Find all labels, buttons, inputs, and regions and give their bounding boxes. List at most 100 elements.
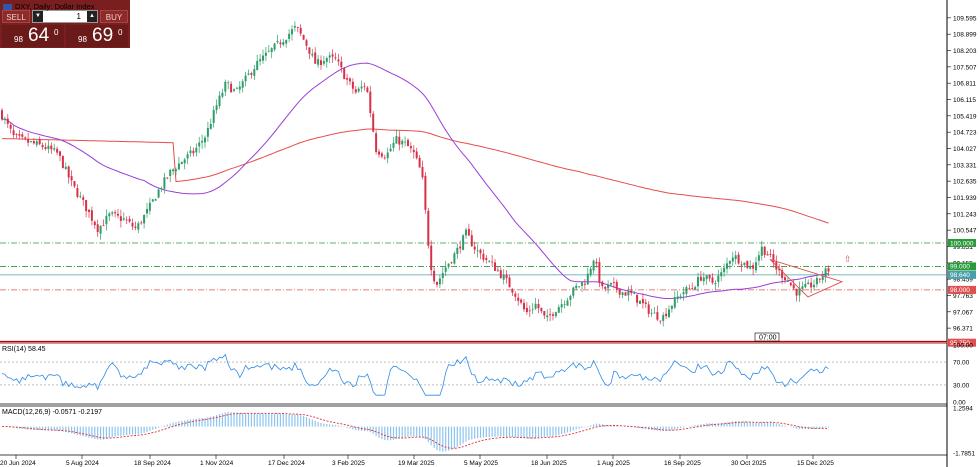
x-tick-label: 1 Nov 2024: [200, 460, 234, 467]
buy-button[interactable]: BUY: [100, 10, 128, 23]
candle-body: [421, 166, 424, 178]
x-tick-label: 16 Sep 2025: [664, 460, 701, 467]
candle-body: [293, 25, 296, 28]
candle-body: [125, 219, 128, 221]
candle-body: [441, 273, 444, 279]
candle-body: [781, 270, 784, 279]
candle-body: [627, 291, 630, 296]
candle-body: [67, 166, 70, 178]
candle-body: [131, 222, 134, 227]
candle-body: [386, 152, 389, 159]
y-tick-label: 107.507: [953, 64, 977, 71]
candle-body: [514, 293, 517, 297]
candle-body: [494, 262, 496, 271]
candle-body: [160, 188, 163, 190]
candle-body: [511, 288, 514, 293]
candle-body: [337, 59, 340, 62]
sell-price-quote[interactable]: 98 64 0: [2, 25, 64, 47]
candle-body: [694, 287, 697, 290]
candle-body: [557, 307, 560, 313]
buy-price-quote[interactable]: 98 69 0: [66, 25, 128, 47]
candle-body: [59, 151, 61, 156]
time-badge-box: [754, 332, 780, 342]
candle-body: [778, 268, 781, 271]
rsi-line: [1, 353, 829, 396]
candle-body: [27, 139, 30, 143]
candle-body: [720, 272, 723, 277]
sell-button[interactable]: SELL: [2, 10, 30, 23]
candle-body: [6, 118, 9, 124]
candle-body: [317, 59, 320, 65]
candle-body: [572, 287, 575, 296]
time-x-axis: 20 Jun 2024 5 Aug 2024 18 Sep 2024 1 Nov 20…: [0, 455, 834, 467]
candle-body: [424, 175, 427, 210]
one-click-trading-panel: SELL ▼ 1 ▲ BUY 98 64 0 98 69 0: [0, 0, 130, 48]
candle-body: [656, 312, 659, 320]
candle-body: [146, 209, 148, 214]
candle-body: [64, 166, 67, 169]
candle-body: [679, 295, 682, 297]
candle-body: [233, 89, 235, 91]
candle-body: [804, 283, 807, 288]
candle-body: [70, 176, 73, 181]
y-tick-label: 106.811: [953, 81, 976, 88]
x-tick-label: 20 Jun 2024: [0, 460, 36, 467]
rsi-tick-label: 30.00: [953, 382, 970, 389]
candle-body: [380, 153, 383, 157]
candle-body: [285, 39, 288, 44]
candle-body: [409, 146, 412, 149]
candle-body: [728, 261, 731, 264]
candle-body: [369, 91, 372, 114]
candle-body: [563, 304, 566, 306]
candle-body: [250, 73, 253, 75]
candle-body: [598, 261, 601, 283]
candle-body: [621, 292, 624, 296]
level-label: 100.000: [950, 240, 974, 247]
candle-body: [476, 250, 479, 252]
candle-body: [702, 277, 705, 282]
candle-body: [282, 41, 285, 45]
candle-body: [264, 52, 267, 56]
x-tick-label: 5 May 2025: [464, 460, 498, 467]
candle-body: [302, 34, 305, 40]
candle-body: [795, 288, 798, 296]
candle-body: [659, 320, 662, 322]
candlesticks: [1, 21, 830, 327]
candle-body: [340, 61, 343, 68]
candle-body: [102, 225, 105, 227]
macd-tick-label: -1.7851: [953, 451, 975, 458]
candle-body: [276, 40, 279, 43]
flag-icon: [3, 4, 12, 11]
sell-price-prefix: 98: [14, 35, 23, 44]
candle-body: [807, 282, 810, 285]
candle-body: [401, 140, 404, 145]
candle-body: [221, 92, 224, 97]
candle-body: [128, 218, 131, 222]
rsi-tick-label: 70.00: [953, 360, 970, 367]
candle-body: [673, 297, 676, 308]
horizontal-levels: [0, 242, 947, 344]
lot-size-stepper[interactable]: ▼ 1 ▲: [32, 10, 98, 23]
level-label-box: [948, 262, 976, 271]
candle-body: [288, 33, 291, 39]
candle-body: [186, 154, 189, 159]
level-label-box: [948, 338, 976, 347]
candle-body: [604, 286, 607, 289]
candle-body: [44, 147, 47, 149]
candle-body: [450, 262, 453, 264]
candle-body: [238, 86, 241, 90]
candle-body: [755, 262, 757, 271]
lot-decrease-button[interactable]: ▼: [33, 11, 43, 22]
candle-body: [325, 58, 328, 62]
y-tick-label: 108.899: [953, 32, 977, 39]
lot-increase-button[interactable]: ▲: [87, 11, 97, 22]
candle-body: [438, 278, 441, 285]
candle-body: [717, 275, 720, 282]
candle-body: [291, 29, 293, 35]
lot-size-value[interactable]: 1: [76, 12, 81, 21]
candle-body: [114, 212, 117, 214]
candle-body: [772, 254, 775, 263]
candle-body: [813, 284, 815, 288]
candle-body: [9, 124, 12, 129]
